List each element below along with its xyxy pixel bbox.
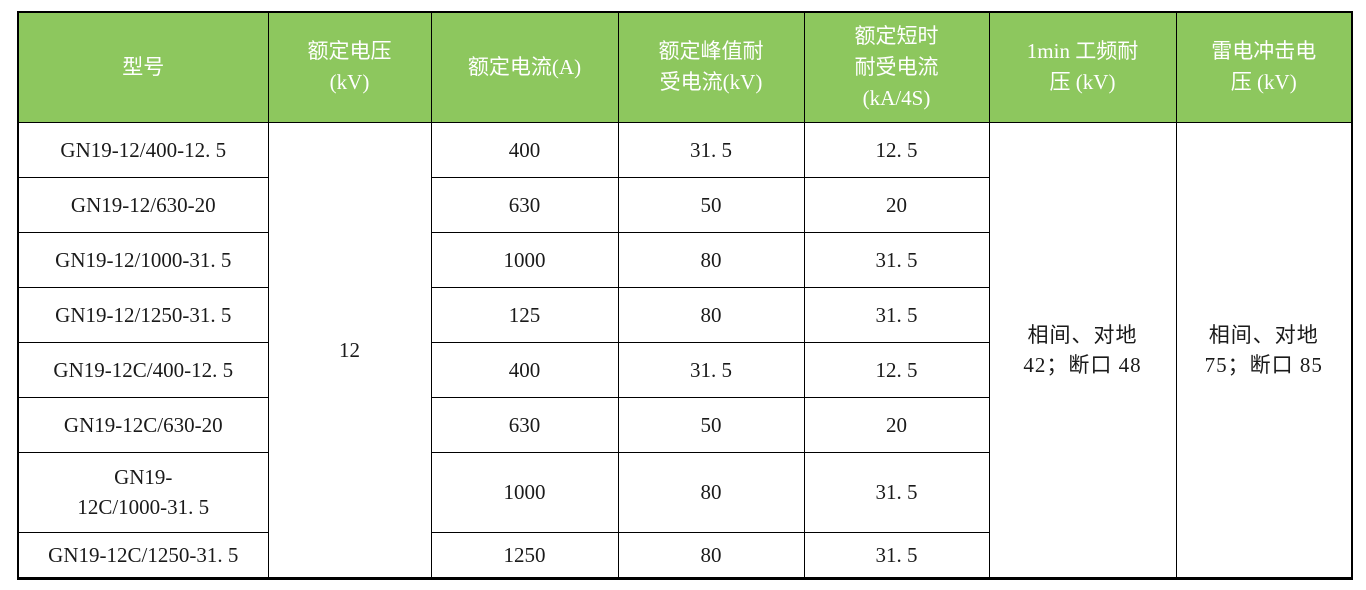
header-rated-current: 额定电流(A) (430, 11, 619, 123)
rated-current-cell: 630 (430, 176, 619, 233)
header-power-frequency-withstand: 1min 工频耐 压 (kV) (988, 11, 1177, 123)
peak-current-cell: 80 (617, 451, 805, 533)
header-row: 型号 额定电压 (kV) 额定电流(A) 额定峰值耐 受电流(kV) 额定短时 … (17, 11, 1353, 123)
model-cell: GN19-12C/630-20 (17, 396, 269, 453)
table-row: GN19-12C/630-20 630 50 20 (17, 396, 1352, 453)
short-time-current-cell: 20 (803, 396, 990, 453)
table-row: GN19- 12C/1000-31. 5 1000 80 31. 5 (17, 451, 1352, 533)
peak-current-cell: 80 (617, 286, 805, 343)
peak-current-cell: 31. 5 (617, 121, 805, 178)
rated-current-cell: 630 (430, 396, 619, 453)
table-row: GN19-12/1000-31. 5 1000 80 31. 5 (17, 231, 1352, 288)
rated-current-cell: 125 (430, 286, 619, 343)
rated-current-cell: 1250 (430, 531, 619, 579)
header-rated-voltage: 额定电压 (kV) (267, 11, 432, 123)
model-cell: GN19-12C/1250-31. 5 (17, 531, 269, 579)
model-cell: GN19-12/400-12. 5 (17, 121, 269, 178)
table-row: GN19-12C/1250-31. 5 1250 80 31. 5 (17, 531, 1352, 579)
rated-current-cell: 400 (430, 121, 619, 178)
rated-current-cell: 1000 (430, 451, 619, 533)
short-time-current-cell: 20 (803, 176, 990, 233)
rated-current-cell: 400 (430, 341, 619, 398)
header-model: 型号 (17, 11, 269, 123)
peak-current-cell: 31. 5 (617, 341, 805, 398)
table-row: GN19-12C/400-12. 5 400 31. 5 12. 5 (17, 341, 1352, 398)
rated-current-cell: 1000 (430, 231, 619, 288)
short-time-current-cell: 31. 5 (803, 451, 990, 533)
peak-current-cell: 50 (617, 396, 805, 453)
header-short-time-current: 额定短时 耐受电流 (kA/4S) (803, 11, 990, 123)
header-lightning-impulse: 雷电冲击电 压 (kV) (1175, 11, 1353, 123)
lightning-impulse-merged-cell: 相间、对地 75；断口 85 (1175, 121, 1353, 579)
short-time-current-cell: 31. 5 (803, 286, 990, 343)
short-time-current-cell: 31. 5 (803, 231, 990, 288)
rated-voltage-merged-cell: 12 (267, 121, 432, 579)
short-time-current-cell: 31. 5 (803, 531, 990, 579)
header-peak-withstand-current: 额定峰值耐 受电流(kV) (617, 11, 805, 123)
model-cell: GN19- 12C/1000-31. 5 (17, 451, 269, 533)
peak-current-cell: 50 (617, 176, 805, 233)
peak-current-cell: 80 (617, 531, 805, 579)
table-row: GN19-12/400-12. 5 12 400 31. 5 12. 5 相间、… (17, 121, 1353, 579)
model-cell: GN19-12C/400-12. 5 (17, 341, 269, 398)
table-row: GN19-12/1250-31. 5 125 80 31. 5 (17, 286, 1352, 343)
peak-current-cell: 80 (617, 231, 805, 288)
model-cell: GN19-12/1000-31. 5 (17, 231, 269, 288)
power-frequency-merged-cell: 相间、对地 42；断口 48 (988, 121, 1177, 579)
short-time-current-cell: 12. 5 (803, 121, 990, 178)
model-cell: GN19-12/1250-31. 5 (17, 286, 269, 343)
short-time-current-cell: 12. 5 (803, 341, 990, 398)
model-cell: GN19-12/630-20 (17, 176, 269, 233)
table-row: GN19-12/630-20 630 50 20 (17, 176, 1352, 233)
switch-disconnector-spec-table: 型号 额定电压 (kV) 额定电流(A) 额定峰值耐 受电流(kV) 额定短时 … (17, 11, 1353, 580)
